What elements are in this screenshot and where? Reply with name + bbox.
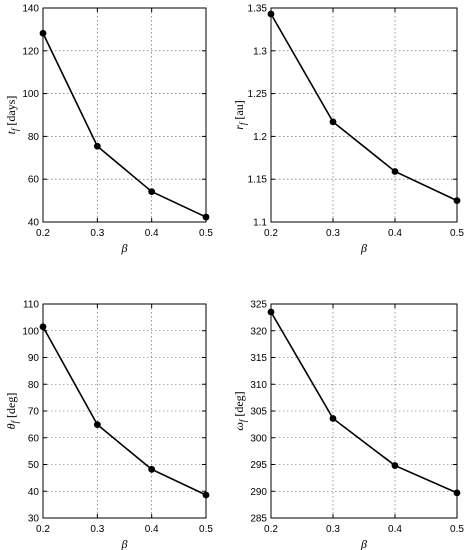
chart-panel-4: 0.2 0.3 0.4 0.5 285 290 295 300 305 310 315 320 325 β… — [232, 300, 464, 550]
y-tick-label: 30 — [28, 514, 40, 525]
data-point — [148, 465, 156, 473]
data-point — [329, 415, 337, 422]
data-point — [453, 489, 461, 497]
series-line — [270, 311, 458, 494]
series-line — [42, 32, 207, 218]
data-point — [93, 421, 101, 429]
y-axis-label-unit: [days] — [4, 96, 18, 126]
y-tick-label: 100 — [22, 89, 39, 100]
y-tick-label: 295 — [250, 460, 267, 471]
x-tick-label: 0.4 — [145, 228, 159, 239]
y-tick-label: 325 — [250, 300, 267, 311]
y-axis-label-symbol: θ — [4, 423, 18, 429]
y-tick-label: 285 — [250, 514, 267, 525]
y-tick-label: 70 — [28, 407, 40, 418]
data-point — [39, 29, 47, 37]
x-tick-label: 0.2 — [36, 524, 50, 535]
y-tick-label: 50 — [28, 460, 40, 471]
y-tick-label: 40 — [28, 487, 40, 498]
x-tick-label: 0.5 — [450, 228, 464, 239]
x-tick-label: 0.3 — [326, 228, 340, 239]
y-tick-label: 300 — [250, 433, 267, 444]
y-tick-label: 1.1 — [253, 218, 267, 229]
y-axis-label-symbol: ω — [232, 422, 246, 430]
data-point — [453, 197, 461, 205]
data-point — [329, 118, 337, 126]
x-tick-label: 0.2 — [264, 228, 278, 239]
chart-panel-3: 0.2 0.3 0.4 0.5 30 40 50 60 70 80 90 100 110 β θf[deg] — [4, 300, 213, 550]
y-tick-label: 80 — [28, 132, 40, 143]
y-axis-label: ωf [deg] — [232, 391, 248, 430]
x-axis-label: β — [360, 537, 367, 550]
axes-frame — [270, 7, 458, 223]
y-axis-label-subscript: f — [238, 418, 248, 422]
y-axis-label-unit: [deg] — [4, 393, 18, 418]
series-line — [42, 326, 207, 496]
x-axis-label: β — [121, 537, 128, 550]
x-tick-label: 0.5 — [199, 228, 213, 239]
y-tick-label: 60 — [28, 175, 40, 186]
y-tick-label: 90 — [28, 353, 40, 364]
x-axis-label: β — [360, 241, 367, 255]
chart-panel-2: 0.2 0.3 0.4 0.5 1.1 1.15 1.2 1.25 1.3 1.35 β rf [au] — [232, 4, 464, 256]
axes-frame — [42, 7, 207, 223]
y-tick-label: 1.2 — [253, 132, 267, 143]
data-point — [202, 213, 210, 221]
y-tick-label: 320 — [250, 326, 267, 337]
y-tick-label: 290 — [250, 487, 267, 498]
y-tick-label: 120 — [22, 46, 39, 57]
y-tick-label: 80 — [28, 380, 40, 391]
data-point — [391, 168, 399, 175]
y-tick-label: 310 — [250, 380, 267, 391]
y-axis-label-symbol: t — [4, 130, 18, 134]
y-tick-label: 60 — [28, 433, 40, 444]
y-tick-label: 1.35 — [248, 4, 268, 15]
x-tick-label: 0.2 — [264, 524, 278, 535]
data-point — [202, 491, 210, 499]
data-point — [148, 188, 156, 196]
y-axis-label-subscript: f — [238, 121, 248, 125]
x-tick-label: 0.4 — [388, 524, 402, 535]
y-axis-label: rf [au] — [232, 100, 248, 130]
chart-panel-1: 0.2 0.3 0.4 0.5 40 60 80 100 120 140 β tf[days] — [4, 4, 213, 256]
x-tick-label: 0.3 — [90, 228, 104, 239]
x-tick-label: 0.4 — [388, 228, 402, 239]
x-axis-label: β — [121, 241, 128, 255]
y-tick-label: 100 — [22, 326, 39, 337]
y-axis-label-unit: [deg] — [232, 391, 246, 416]
data-point — [267, 308, 275, 316]
y-axis-label: tf[days] — [4, 96, 20, 135]
data-point — [93, 142, 101, 150]
data-point — [267, 10, 275, 18]
data-point — [39, 323, 47, 331]
y-axis-label-symbol: r — [232, 125, 246, 130]
y-tick-label: 305 — [250, 407, 267, 418]
plot-area — [43, 8, 206, 222]
x-tick-label: 0.5 — [450, 524, 464, 535]
x-tick-label: 0.5 — [199, 524, 213, 535]
y-axis-label-subscript: f — [10, 127, 20, 131]
x-tick-label: 0.2 — [36, 228, 50, 239]
x-tick-label: 0.4 — [145, 524, 159, 535]
y-axis-label-unit: [au] — [232, 100, 246, 119]
y-tick-label: 140 — [22, 4, 39, 15]
y-tick-label: 1.15 — [248, 175, 268, 186]
x-tick-label: 0.3 — [90, 524, 104, 535]
y-axis-label-subscript: f — [10, 419, 20, 423]
plot-area — [271, 8, 457, 222]
y-tick-label: 40 — [28, 218, 40, 229]
y-tick-label: 315 — [250, 353, 267, 364]
series-line — [270, 13, 458, 202]
data-point — [391, 462, 399, 469]
y-axis-label: θf[deg] — [4, 393, 20, 430]
y-tick-label: 1.25 — [248, 89, 268, 100]
y-tick-label: 1.3 — [253, 46, 267, 57]
x-tick-label: 0.3 — [326, 524, 340, 535]
y-tick-label: 110 — [23, 300, 39, 311]
